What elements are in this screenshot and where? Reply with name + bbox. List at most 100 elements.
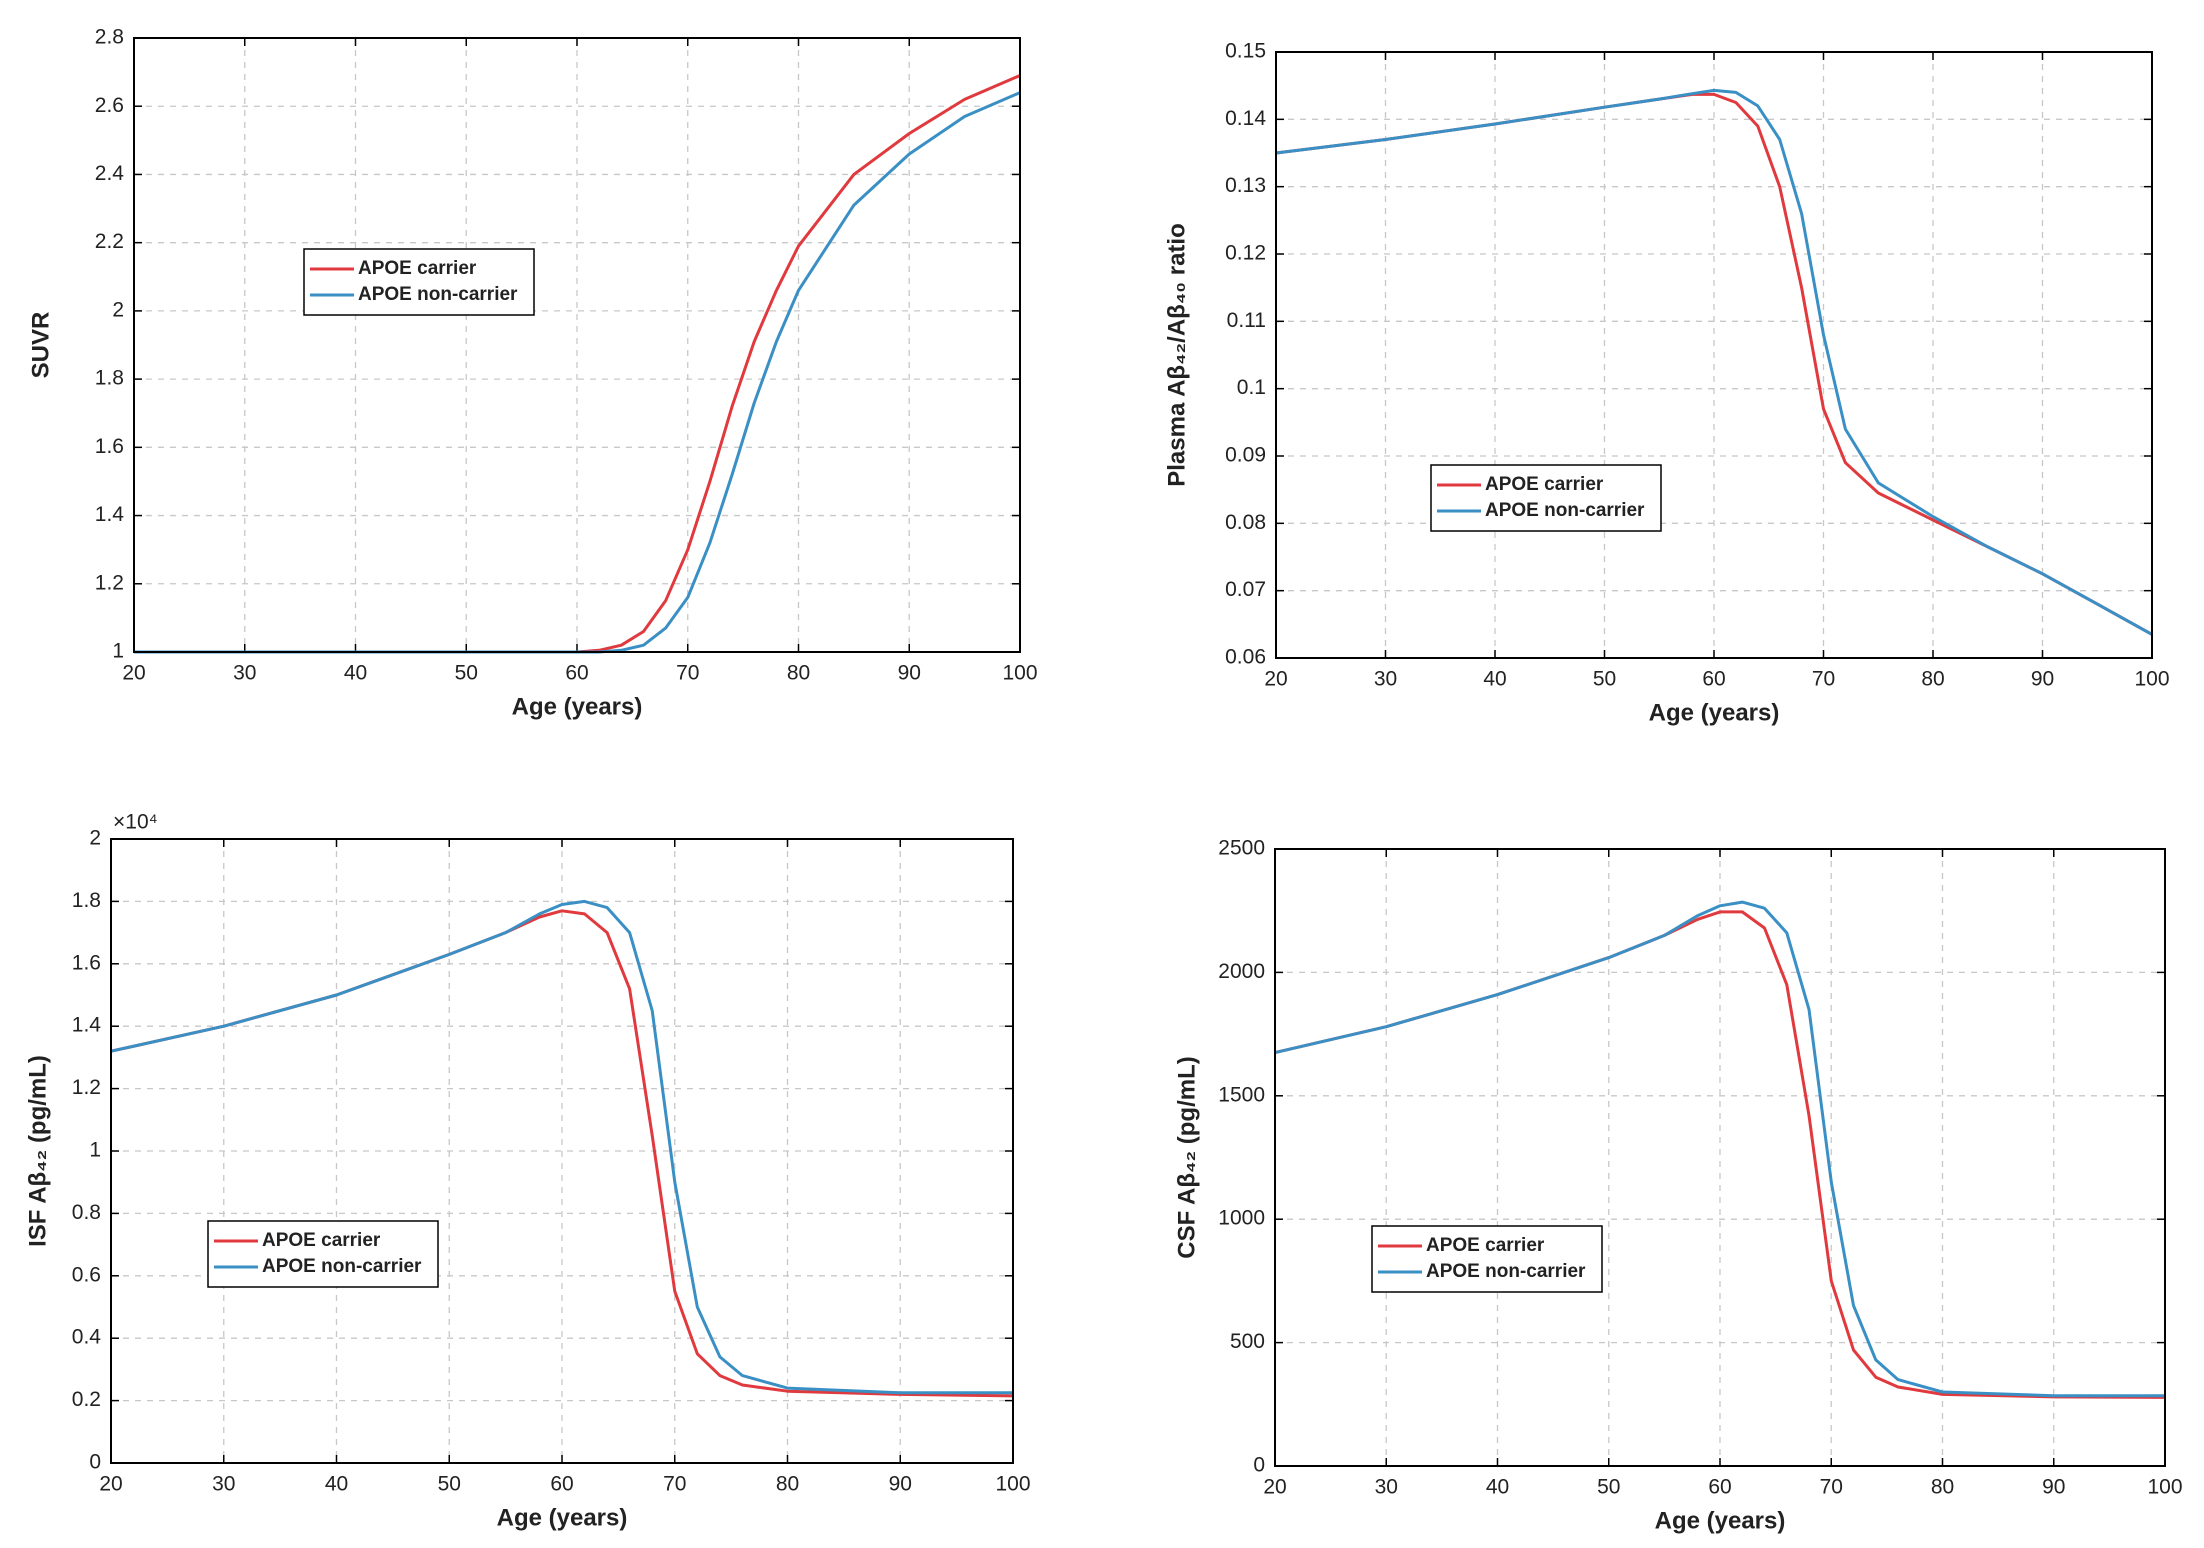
- x-tick-label: 100: [995, 1473, 1030, 1496]
- x-tick-label: 60: [565, 662, 588, 685]
- y-tick-label: 1.8: [72, 889, 101, 912]
- plot-frame: [1275, 51, 2153, 659]
- y-axis-label: CSF Aβ₄₂ (pg/mL): [1173, 1056, 1200, 1259]
- x-tick-label: 40: [1483, 668, 1506, 691]
- y-tick-label: 2.2: [95, 230, 124, 253]
- y-tick-label: 0.4: [72, 1326, 102, 1349]
- x-tick-label: 90: [889, 1473, 912, 1496]
- y-multiplier: ×10⁴: [113, 811, 158, 834]
- chart-panel: 20 30 40 50 60 70 80 90 100 0.06 0.07 0.08 0.09 0.1 0.…: [1163, 40, 2169, 727]
- y-axis-label: SUVR: [27, 312, 54, 379]
- y-tick-label: 0: [1253, 1454, 1265, 1477]
- y-tick-label: 2: [112, 298, 124, 321]
- x-tick-label: 100: [2147, 1476, 2182, 1499]
- y-tick-label: 0.8: [72, 1201, 101, 1224]
- x-tick-label: 20: [99, 1473, 122, 1496]
- legend: APOE carrier APOE non-carrier: [207, 1220, 439, 1288]
- y-tick-label: 2.6: [95, 94, 124, 117]
- y-tick-label: 1000: [1218, 1207, 1265, 1230]
- legend-label: APOE carrier: [1485, 474, 1604, 495]
- legend-box: [1371, 1225, 1603, 1293]
- legend: APOE carrier APOE non-carrier: [1371, 1225, 1603, 1293]
- x-tick-label: 80: [787, 662, 810, 685]
- y-tick-label: 0.15: [1225, 40, 1266, 63]
- x-tick-label: 60: [550, 1473, 573, 1496]
- legend-label: APOE carrier: [1426, 1235, 1545, 1256]
- legend-label: APOE non-carrier: [1485, 500, 1645, 521]
- y-tick-label: 500: [1230, 1330, 1265, 1353]
- x-tick-label: 50: [1593, 668, 1616, 691]
- data-line: [1274, 900, 2165, 1398]
- legend-label: APOE carrier: [358, 258, 477, 279]
- y-tick-label: 2: [89, 827, 101, 850]
- x-tick-label: 90: [2042, 1476, 2065, 1499]
- y-tick-label: 0.08: [1225, 511, 1266, 534]
- x-tick-label: 90: [898, 662, 921, 685]
- y-tick-label: 1.4: [72, 1014, 102, 1037]
- y-tick-label: 1: [112, 640, 124, 663]
- y-axis-label: Plasma Aβ₄₂/Aβ₄₀ ratio: [1163, 223, 1190, 487]
- y-tick-label: 1.4: [95, 503, 125, 526]
- y-tick-label: 2000: [1218, 960, 1265, 983]
- y-tick-label: 0.2: [72, 1388, 101, 1411]
- plot-frame: [133, 37, 1021, 653]
- y-tick-label: 0: [89, 1451, 101, 1474]
- x-tick-label: 50: [455, 662, 478, 685]
- x-tick-label: 50: [438, 1473, 461, 1496]
- chart-panel: 20 30 40 50 60 70 80 90 100 0 0.2 0.4 0.6 0.8 1 1.2 1.4 1…: [24, 811, 1030, 1532]
- y-tick-label: 0.14: [1225, 107, 1266, 130]
- x-tick-label: 30: [233, 662, 256, 685]
- x-tick-label: 70: [1812, 668, 1835, 691]
- legend-label: APOE non-carrier: [262, 1256, 422, 1277]
- y-tick-label: 0.13: [1225, 174, 1266, 197]
- x-tick-label: 20: [122, 662, 145, 685]
- x-tick-label: 100: [2134, 668, 2169, 691]
- y-tick-label: 0.07: [1225, 578, 1266, 601]
- legend-label: APOE non-carrier: [1426, 1261, 1586, 1282]
- plot-frame: [110, 838, 1014, 1464]
- x-tick-label: 50: [1597, 1476, 1620, 1499]
- x-tick-label: 30: [212, 1473, 235, 1496]
- chart-panel: 20 30 40 50 60 70 80 90 100 1 1.2 1.4 1.6 1.8 2 2.2 2.4 2…: [27, 26, 1037, 721]
- x-tick-label: 70: [663, 1473, 686, 1496]
- y-tick-label: 0.09: [1225, 444, 1266, 467]
- y-tick-label: 0.12: [1225, 242, 1266, 265]
- y-tick-label: 1.2: [95, 571, 124, 594]
- legend-label: APOE carrier: [262, 1230, 381, 1251]
- y-tick-label: 0.11: [1227, 309, 1266, 332]
- x-tick-label: 100: [1002, 662, 1037, 685]
- x-axis-label: Age (years): [497, 1504, 628, 1531]
- x-tick-label: 80: [776, 1473, 799, 1496]
- y-tick-label: 1.2: [72, 1076, 101, 1099]
- legend-label: APOE non-carrier: [358, 284, 518, 305]
- x-tick-label: 80: [1931, 1476, 1954, 1499]
- x-tick-label: 60: [1708, 1476, 1731, 1499]
- y-tick-label: 1: [89, 1139, 101, 1162]
- x-axis-label: Age (years): [1655, 1507, 1786, 1534]
- y-tick-label: 0.06: [1225, 646, 1266, 669]
- y-tick-label: 1.8: [95, 367, 124, 390]
- y-tick-label: 1.6: [95, 435, 124, 458]
- y-axis-label: ISF Aβ₄₂ (pg/mL): [24, 1055, 51, 1247]
- x-tick-label: 40: [344, 662, 367, 685]
- x-tick-label: 40: [325, 1473, 348, 1496]
- x-tick-label: 40: [1486, 1476, 1509, 1499]
- x-tick-label: 20: [1263, 1476, 1286, 1499]
- y-tick-label: 2.8: [95, 26, 124, 49]
- y-tick-label: 2.4: [95, 162, 125, 185]
- y-tick-label: 1500: [1218, 1083, 1265, 1106]
- data-line: [1275, 88, 2153, 636]
- data-line: [110, 899, 1013, 1395]
- plot-frame: [1274, 848, 2166, 1467]
- x-tick-label: 60: [1702, 668, 1725, 691]
- x-tick-label: 30: [1374, 668, 1397, 691]
- plot-area: [1275, 849, 2165, 1466]
- y-tick-label: 0.1: [1237, 376, 1266, 399]
- x-tick-label: 20: [1264, 668, 1287, 691]
- x-tick-label: 70: [1820, 1476, 1843, 1499]
- x-axis-label: Age (years): [1649, 699, 1780, 726]
- y-tick-label: 1.6: [72, 951, 101, 974]
- x-tick-label: 30: [1375, 1476, 1398, 1499]
